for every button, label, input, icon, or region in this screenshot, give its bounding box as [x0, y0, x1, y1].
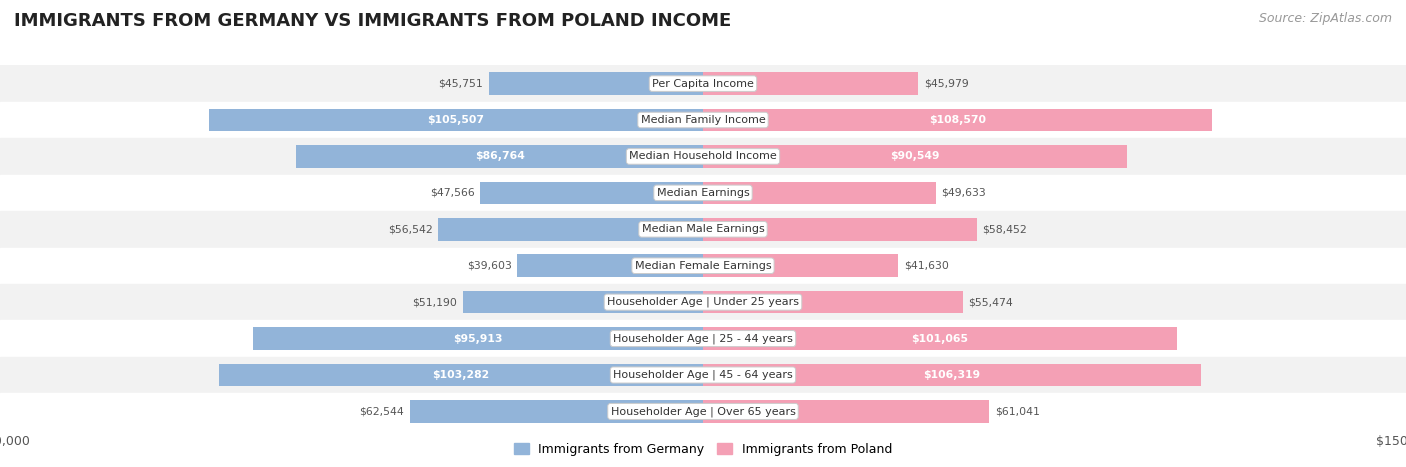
Text: Per Capita Income: Per Capita Income: [652, 78, 754, 89]
Text: $45,979: $45,979: [924, 78, 969, 89]
Bar: [439, 218, 703, 241]
Bar: [703, 291, 963, 313]
Bar: [0, 357, 1406, 393]
Bar: [703, 145, 1128, 168]
Bar: [297, 145, 703, 168]
Text: Householder Age | Over 65 years: Householder Age | Over 65 years: [610, 406, 796, 417]
Text: $58,452: $58,452: [983, 224, 1028, 234]
Bar: [219, 364, 703, 386]
Text: $90,549: $90,549: [890, 151, 941, 162]
Text: Householder Age | Under 25 years: Householder Age | Under 25 years: [607, 297, 799, 307]
Text: Householder Age | 25 - 44 years: Householder Age | 25 - 44 years: [613, 333, 793, 344]
Text: $101,065: $101,065: [911, 333, 969, 344]
Bar: [0, 65, 1406, 102]
Text: $55,474: $55,474: [969, 297, 1014, 307]
Bar: [0, 138, 1406, 175]
Text: $61,041: $61,041: [994, 406, 1039, 417]
Text: $45,751: $45,751: [439, 78, 482, 89]
Bar: [703, 218, 977, 241]
Bar: [0, 284, 1406, 320]
Bar: [0, 175, 1406, 211]
Bar: [0, 320, 1406, 357]
Text: IMMIGRANTS FROM GERMANY VS IMMIGRANTS FROM POLAND INCOME: IMMIGRANTS FROM GERMANY VS IMMIGRANTS FR…: [14, 12, 731, 30]
Bar: [463, 291, 703, 313]
Text: Median Household Income: Median Household Income: [628, 151, 778, 162]
Text: Householder Age | 45 - 64 years: Householder Age | 45 - 64 years: [613, 370, 793, 380]
Bar: [253, 327, 703, 350]
Bar: [411, 400, 703, 423]
Text: $95,913: $95,913: [454, 333, 503, 344]
Text: $41,630: $41,630: [904, 261, 949, 271]
Text: $56,542: $56,542: [388, 224, 433, 234]
Text: $106,319: $106,319: [924, 370, 981, 380]
Bar: [703, 364, 1201, 386]
Bar: [0, 102, 1406, 138]
Text: Median Male Earnings: Median Male Earnings: [641, 224, 765, 234]
Bar: [0, 248, 1406, 284]
Bar: [703, 327, 1177, 350]
Text: Source: ZipAtlas.com: Source: ZipAtlas.com: [1258, 12, 1392, 25]
Text: $49,633: $49,633: [941, 188, 986, 198]
Text: Median Female Earnings: Median Female Earnings: [634, 261, 772, 271]
Bar: [703, 109, 1212, 131]
Bar: [0, 211, 1406, 248]
Bar: [703, 72, 918, 95]
Text: Median Family Income: Median Family Income: [641, 115, 765, 125]
Text: $105,507: $105,507: [427, 115, 484, 125]
Text: $47,566: $47,566: [430, 188, 474, 198]
Bar: [517, 255, 703, 277]
Bar: [703, 182, 935, 204]
Text: $39,603: $39,603: [467, 261, 512, 271]
Bar: [479, 182, 703, 204]
Text: $51,190: $51,190: [412, 297, 457, 307]
Bar: [488, 72, 703, 95]
Legend: Immigrants from Germany, Immigrants from Poland: Immigrants from Germany, Immigrants from…: [509, 438, 897, 461]
Text: $86,764: $86,764: [475, 151, 524, 162]
Bar: [208, 109, 703, 131]
Text: Median Earnings: Median Earnings: [657, 188, 749, 198]
Bar: [703, 400, 988, 423]
Bar: [0, 393, 1406, 430]
Text: $62,544: $62,544: [360, 406, 405, 417]
Text: $108,570: $108,570: [929, 115, 986, 125]
Text: $103,282: $103,282: [433, 370, 489, 380]
Bar: [703, 255, 898, 277]
